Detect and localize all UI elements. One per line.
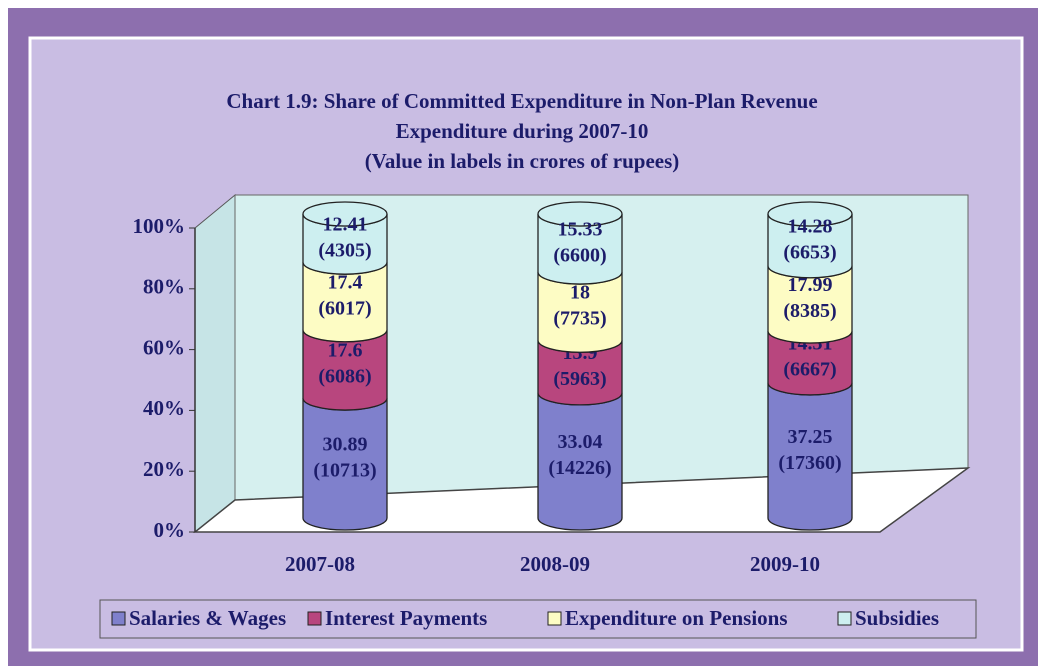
value-label: 14.28 [788, 215, 833, 237]
amount-label: (6600) [553, 245, 606, 267]
value-label: 12.41 [323, 214, 368, 236]
legend-swatch [111, 611, 126, 626]
legend-swatch [307, 611, 322, 626]
legend-label: Expenditure on Pensions [565, 606, 788, 630]
amount-label: (6667) [783, 359, 836, 381]
amount-label: (14226) [548, 457, 611, 479]
amount-label: (6017) [318, 298, 371, 320]
value-label: 15.33 [558, 219, 603, 241]
x-tick-label: 2007-08 [285, 552, 355, 576]
legend-label: Salaries & Wages [129, 606, 286, 630]
amount-label: (4305) [318, 240, 371, 262]
value-label: 30.89 [323, 434, 368, 456]
legend-swatch [547, 611, 562, 626]
y-tick-label: 20% [143, 457, 185, 481]
amount-label: (10713) [313, 460, 376, 482]
side-wall [194, 193, 236, 534]
cylinder-top [537, 201, 623, 227]
legend-label: Subsidies [855, 606, 939, 630]
chart-title: Chart 1.9: Share of Committed Expenditur… [226, 89, 817, 113]
amount-label: (6086) [318, 365, 371, 387]
value-label: 33.04 [558, 431, 603, 453]
chart-title: (Value in labels in crores of rupees) [365, 149, 680, 173]
cylinder-top [302, 201, 388, 227]
y-tick-label: 40% [143, 396, 185, 420]
y-tick-label: 0% [154, 518, 186, 542]
amount-label: (17360) [778, 452, 841, 474]
value-label: 17.99 [788, 274, 833, 296]
value-label: 17.6 [328, 339, 363, 361]
amount-label: (8385) [783, 300, 836, 322]
value-label: 37.25 [788, 426, 833, 448]
legend-label: Interest Payments [325, 606, 487, 630]
y-tick-label: 60% [143, 335, 185, 359]
value-label: 17.4 [328, 272, 363, 294]
amount-label: (6653) [783, 241, 836, 263]
chart-title: Expenditure during 2007-10 [396, 119, 649, 143]
legend-swatch [837, 611, 852, 626]
x-tick-label: 2008-09 [520, 552, 590, 576]
cylinder-top [767, 201, 853, 227]
amount-label: (5963) [553, 368, 606, 390]
amount-label: (7735) [553, 308, 606, 330]
x-tick-label: 2009-10 [750, 552, 820, 576]
y-tick-label: 100% [133, 214, 186, 238]
y-tick-label: 80% [143, 275, 185, 299]
value-label: 18 [570, 282, 590, 304]
legend-box [99, 599, 977, 639]
